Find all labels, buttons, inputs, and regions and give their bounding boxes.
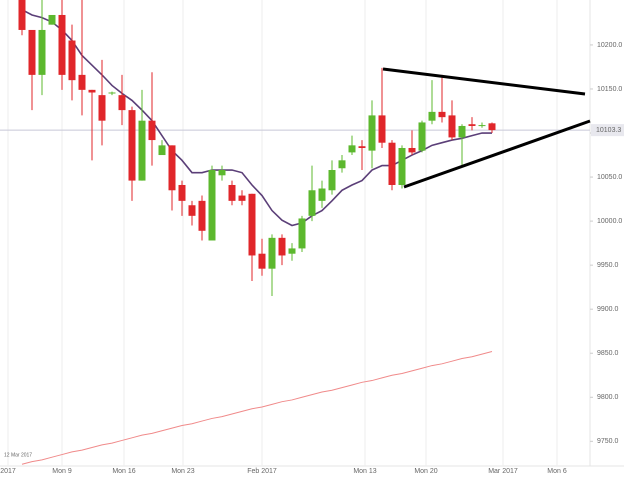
candle-body [238,195,246,201]
candle-body [328,170,336,191]
candle-body [38,29,46,75]
candle-body [258,253,266,269]
candle-body [278,237,286,256]
candle-body [178,184,186,201]
candle-body [128,110,136,181]
candle-body [428,111,436,121]
last-price-label: 10103.3 [596,127,621,134]
x-tick-label: Mon 13 [353,468,376,475]
last-price-box [591,124,624,137]
candle-body [68,40,76,81]
candle-body [168,145,176,191]
candle-body [108,92,116,94]
trendline-lower [403,119,591,189]
x-tick-label: Mar 2017 [488,468,518,475]
x-tick-label: Mon 23 [171,468,194,475]
x-tick-label: Mon 16 [112,468,135,475]
candle-body [418,122,426,151]
candle-body [448,115,456,138]
y-tick-label: 9850.0 [597,350,619,357]
trendline-upper [382,67,586,96]
plot [0,0,590,466]
y-tick-label: 9950.0 [597,262,619,269]
candle-body [488,123,496,131]
candle-body [378,115,386,143]
x-tick-label: Mon 20 [414,468,437,475]
candle-body [58,14,66,75]
candle-body [348,145,356,153]
candle-body [158,145,166,156]
moving-average [21,350,493,465]
candle-body [468,124,476,126]
candle-body [208,170,216,241]
candle-body [368,115,376,151]
x-tick-label: Mon 6 [547,468,567,475]
y-tick-label: 10000.0 [597,218,622,225]
y-tick-label: 9900.0 [597,306,619,313]
candle-body [358,146,366,148]
y-tick-label: 10200.0 [597,42,622,49]
candle-body [478,125,486,127]
candle-body [228,184,236,201]
candle-body [318,188,326,201]
moving-average [21,8,492,227]
candle-body [88,89,96,93]
y-tick-label: 9800.0 [597,394,619,401]
candle-body [148,120,156,141]
candle-body [438,111,446,118]
candle-body [288,248,296,254]
candle-body [408,147,416,153]
candle-body [48,14,56,25]
candle-body [138,120,146,181]
candle-body [118,95,126,111]
x-tick-label: 2017 [0,468,16,475]
candle-body [218,170,226,176]
candle-body [28,29,36,75]
x-tick-label: Mon 9 [52,468,72,475]
candle-body [308,190,316,216]
candle-body [398,147,406,185]
annotation: 12 Mar 2017 [4,452,32,458]
x-tick-label: Feb 2017 [247,468,277,475]
candle-body [458,125,466,138]
candle-body [298,218,306,249]
candle-body [18,0,26,30]
candle-body [98,95,106,121]
candle-body [338,160,346,169]
candle-body [198,200,206,231]
candle-body [78,74,86,90]
y-tick-label: 10050.0 [597,174,622,181]
candle-body [388,142,396,185]
candle-body [268,237,276,269]
candle-body [248,193,256,256]
y-tick-label: 10150.0 [597,86,622,93]
y-tick-label: 9750.0 [597,438,619,445]
candle-body [188,205,196,216]
